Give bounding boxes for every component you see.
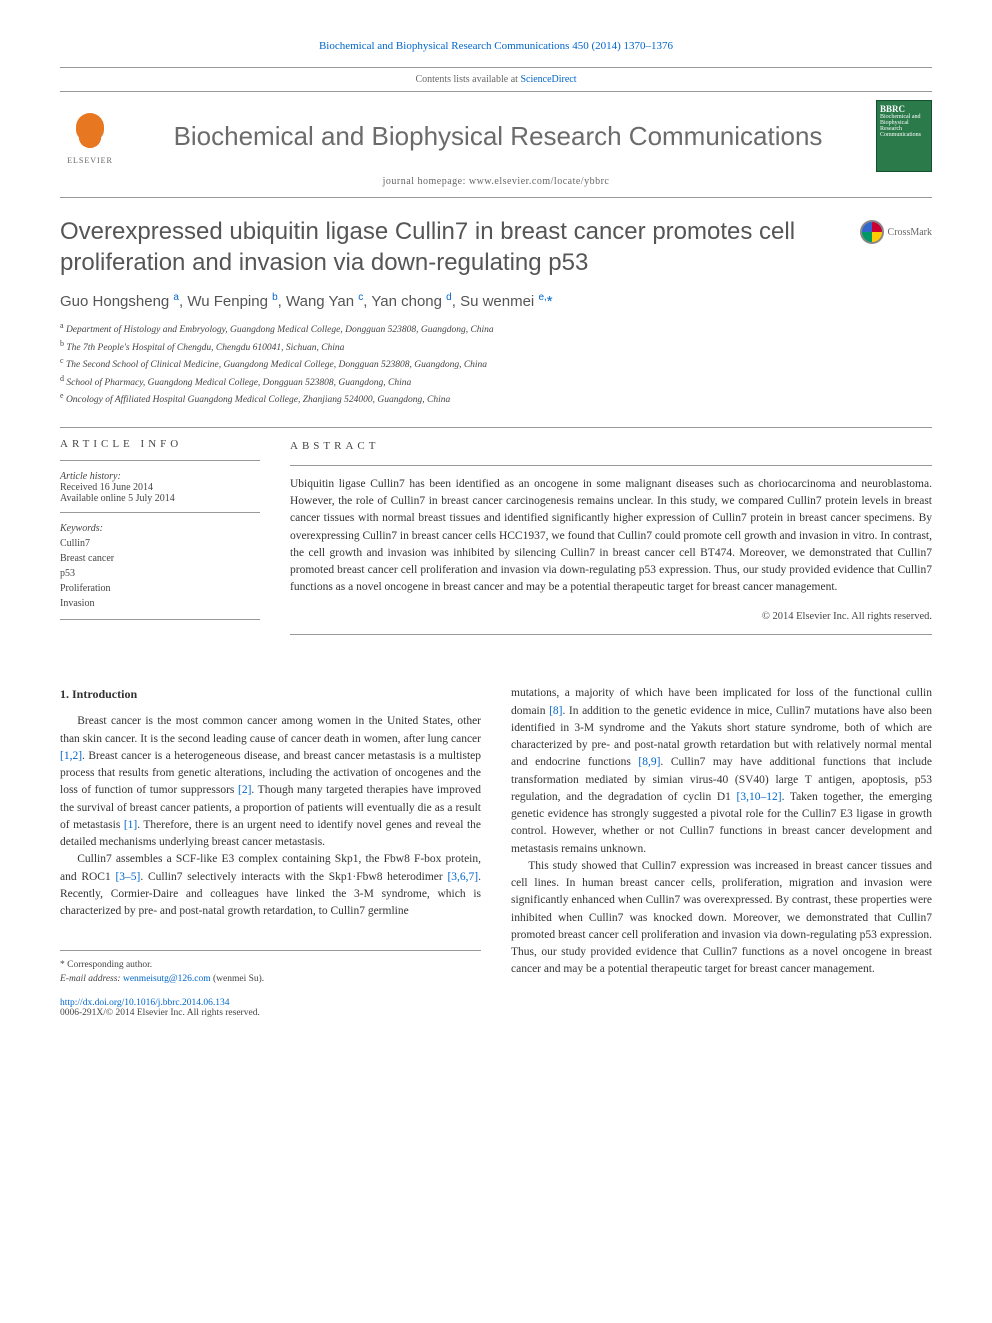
body-two-column: 1. Introduction Breast cancer is the mos… — [60, 685, 932, 986]
doi-link[interactable]: http://dx.doi.org/10.1016/j.bbrc.2014.06… — [60, 998, 230, 1008]
header-citation: Biochemical and Biophysical Research Com… — [60, 40, 932, 52]
author: Guo Hongsheng a — [60, 293, 179, 310]
body-paragraph: Breast cancer is the most common cancer … — [60, 713, 481, 851]
affiliation: d School of Pharmacy, Guangdong Medical … — [60, 373, 932, 390]
author: Wang Yan c — [286, 293, 363, 310]
column-left: 1. Introduction Breast cancer is the mos… — [60, 685, 481, 986]
crossmark-label: CrossMark — [888, 227, 932, 238]
author: Wu Fenping b — [187, 293, 277, 310]
keyword: Cullin7 — [60, 536, 260, 551]
corr-label: * Corresponding author. — [60, 959, 481, 972]
crossmark-icon — [860, 220, 884, 244]
contents-lists-line: Contents lists available at ScienceDirec… — [60, 67, 932, 92]
abstract-column: ABSTRACT Ubiquitin ligase Cullin7 has be… — [290, 438, 932, 645]
divider — [290, 465, 932, 466]
affiliations-list: a Department of Histology and Embryology… — [60, 320, 932, 407]
abstract-copyright: © 2014 Elsevier Inc. All rights reserved… — [290, 609, 932, 625]
corr-email-link[interactable]: wenmeisutg@126.com — [123, 974, 211, 984]
affiliation: b The 7th People's Hospital of Chengdu, … — [60, 338, 932, 355]
keyword: p53 — [60, 566, 260, 581]
abstract-text: Ubiquitin ligase Cullin7 has been identi… — [290, 476, 932, 597]
author: Yan chong d — [371, 293, 451, 310]
contents-prefix: Contents lists available at — [415, 74, 520, 85]
article-info-column: ARTICLE INFO Article history: Received 1… — [60, 438, 260, 645]
online-date: Available online 5 July 2014 — [60, 493, 260, 504]
journal-cover-thumbnail: BBRC Biochemical and Biophysical Researc… — [876, 100, 932, 172]
author: Su wenmei e,* — [460, 293, 553, 310]
affiliation: a Department of Histology and Embryology… — [60, 320, 932, 337]
elsevier-label: ELSEVIER — [67, 156, 113, 165]
article-title: Overexpressed ubiquitin ligase Cullin7 i… — [60, 216, 860, 278]
elsevier-tree-icon — [66, 108, 114, 156]
history-label: Article history: — [60, 471, 260, 482]
issn-copyright: 0006-291X/© 2014 Elsevier Inc. All right… — [60, 1008, 260, 1018]
affiliation: c The Second School of Clinical Medicine… — [60, 355, 932, 372]
keyword: Proliferation — [60, 581, 260, 596]
journal-title: Biochemical and Biophysical Research Com… — [120, 121, 876, 152]
received-date: Received 16 June 2014 — [60, 482, 260, 493]
divider — [290, 634, 932, 635]
section-heading-intro: 1. Introduction — [60, 685, 481, 703]
article-info-header: ARTICLE INFO — [60, 438, 260, 450]
cover-bbrc: BBRC — [880, 104, 928, 114]
elsevier-logo: ELSEVIER — [60, 101, 120, 171]
keyword: Breast cancer — [60, 551, 260, 566]
doi-footer: http://dx.doi.org/10.1016/j.bbrc.2014.06… — [60, 998, 932, 1018]
cover-subtitle: Biochemical and Biophysical Research Com… — [880, 114, 928, 138]
body-paragraph: Cullin7 assembles a SCF-like E3 complex … — [60, 851, 481, 920]
abstract-header: ABSTRACT — [290, 438, 932, 455]
authors-list: Guo Hongsheng a, Wu Fenping b, Wang Yan … — [60, 292, 932, 310]
homepage-prefix: journal homepage: — [383, 176, 469, 187]
keywords-label: Keywords: — [60, 521, 260, 536]
body-paragraph: mutations, a majority of which have been… — [511, 685, 932, 858]
homepage-url[interactable]: www.elsevier.com/locate/ybbrc — [469, 176, 609, 187]
journal-homepage-line: journal homepage: www.elsevier.com/locat… — [60, 176, 932, 198]
crossmark-badge[interactable]: CrossMark — [860, 220, 932, 244]
journal-header-row: ELSEVIER Biochemical and Biophysical Res… — [60, 100, 932, 172]
email-label: E-mail address: — [60, 974, 123, 984]
body-paragraph: This study showed that Cullin7 expressio… — [511, 858, 932, 979]
sciencedirect-link[interactable]: ScienceDirect — [520, 74, 576, 85]
affiliation: e Oncology of Affiliated Hospital Guangd… — [60, 390, 932, 407]
column-right: mutations, a majority of which have been… — [511, 685, 932, 986]
divider — [60, 427, 932, 428]
corresponding-author-footer: * Corresponding author. E-mail address: … — [60, 950, 481, 986]
corr-email-name: (wenmei Su). — [211, 974, 265, 984]
keyword: Invasion — [60, 596, 260, 611]
divider — [60, 460, 260, 461]
